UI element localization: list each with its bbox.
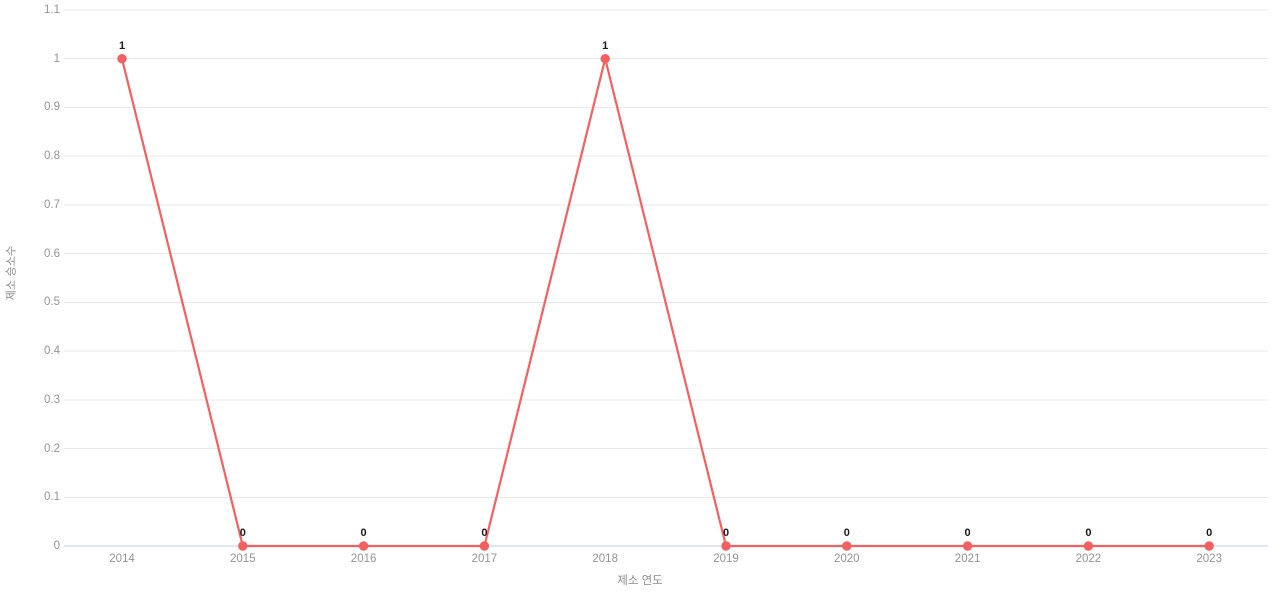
data-label: 0 [481,527,488,539]
x-tick-label: 2022 [1075,553,1102,565]
data-point-marker[interactable] [358,541,369,551]
y-tick-label: 0 [53,540,60,552]
x-tick-label: 2015 [230,553,256,565]
x-tick-label: 2019 [713,553,739,565]
data-point-marker[interactable] [721,541,731,551]
data-label: 0 [360,527,367,539]
data-point-markers [117,54,1214,551]
y-tick-label: 0.6 [44,247,60,260]
y-tick-label: 0.9 [44,101,60,114]
data-point-marker[interactable] [1083,541,1094,551]
x-tick-label: 2018 [592,553,618,565]
data-label: 0 [722,527,730,539]
y-axis-tick-labels: 0 0.1 0.2 0.3 0.4 0.5 0.6 0.7 0.8 0.9 1 1.1 [0,0,60,600]
data-point-marker[interactable] [117,54,127,64]
y-tick-label: 0.3 [44,393,60,406]
y-tick-label: 0.5 [44,296,60,309]
y-tick-label: 1 [53,52,60,65]
y-tick-label: 0.8 [44,150,60,163]
series-line [120,57,1211,548]
data-point-marker[interactable] [962,541,973,551]
y-tick-label: 0.1 [44,491,60,504]
x-tick-label: 2016 [350,553,377,565]
gridlines [64,9,1268,498]
x-tick-label: 2017 [471,553,498,565]
series-polyline [120,57,1211,548]
x-axis-title-text: 제소 연도 [617,575,663,587]
data-point-marker[interactable] [842,541,852,551]
data-label: 0 [1085,527,1092,539]
y-tick-label: 0.4 [44,345,60,358]
x-axis-title: 제소 연도 [0,572,1280,588]
x-tick-label: 2020 [834,553,860,565]
data-label: 1 [602,39,609,52]
data-label: 0 [239,527,246,539]
x-tick-label: 2023 [1196,553,1222,565]
x-tick-label: 2014 [109,553,135,565]
data-point-marker[interactable] [600,54,610,64]
data-point-marker[interactable] [238,541,248,551]
data-label: 1 [118,39,126,52]
data-label: 0 [964,527,971,539]
y-tick-label: 0.7 [44,198,60,211]
data-label: 0 [1206,527,1213,539]
y-tick-label: 1.1 [44,4,60,16]
data-label: 0 [843,527,850,539]
data-point-marker[interactable] [479,541,490,551]
data-point-marker[interactable] [1204,541,1214,551]
x-tick-label: 2021 [954,553,981,565]
y-tick-label: 0.2 [44,442,60,455]
